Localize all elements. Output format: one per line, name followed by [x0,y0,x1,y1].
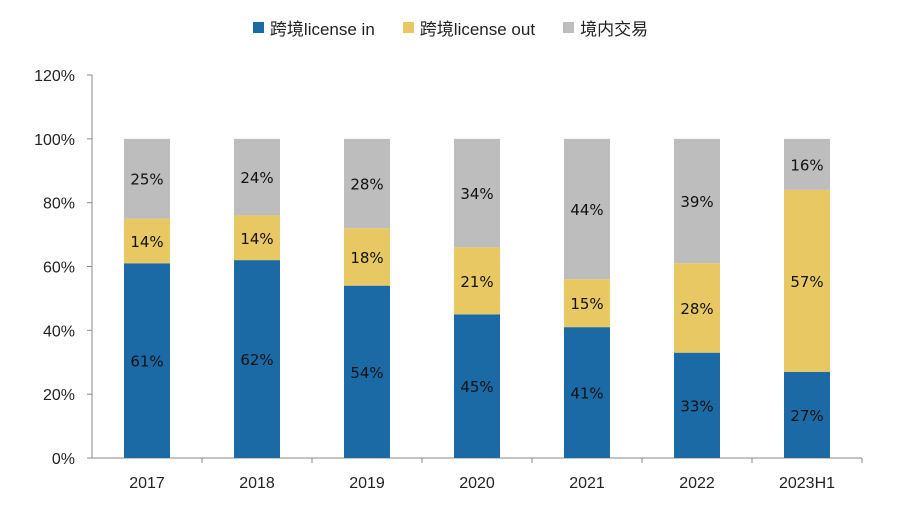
data-label: 18% [350,249,383,267]
data-label: 62% [240,351,273,369]
data-label: 27% [790,407,823,425]
data-label: 25% [130,171,163,189]
data-label: 41% [570,385,603,403]
data-label: 14% [240,230,273,248]
data-label: 57% [790,273,823,291]
data-label: 54% [350,364,383,382]
bar-segment [344,138,390,229]
legend-item-domestic: 境内交易 [563,15,648,40]
x-tick-label: 2017 [129,475,165,492]
legend-label-license-in: 跨境license in [269,20,375,39]
data-label: 44% [570,201,603,219]
data-label: 61% [130,353,163,371]
bar-segment [234,138,280,216]
data-label: 16% [790,156,823,174]
data-label: 34% [460,185,493,203]
y-tick-label: 80% [43,196,75,213]
y-tick-label: 120% [34,68,75,85]
bar-segment [674,138,720,264]
data-label: 33% [680,397,713,415]
legend-label-domestic: 境内交易 [580,20,649,39]
legend: 跨境license in 跨境license out 境内交易 [0,15,901,40]
bar-segment [674,263,720,353]
bar-segment [454,247,500,315]
bar-segment [564,279,610,328]
legend-label-license-out: 跨境license out [419,20,536,39]
bar-segment [124,218,170,264]
bar-segment [564,327,610,458]
bar-segment [124,263,170,458]
data-label: 39% [680,193,713,211]
bar-segment [344,228,390,286]
data-label: 28% [680,300,713,318]
data-label: 15% [570,295,603,313]
y-tick-label: 0% [52,451,75,468]
data-label: 45% [460,378,493,396]
x-tick-label: 2018 [239,475,275,492]
x-tick-label: 2019 [349,475,385,492]
y-tick-label: 100% [34,132,75,149]
bar-segment [784,138,830,190]
bar-segment [454,314,500,458]
data-label: 14% [130,233,163,251]
bar-segment [234,260,280,458]
y-tick-label: 60% [43,260,75,277]
bar-segment [124,138,170,219]
x-tick-label: 2021 [569,475,605,492]
bar-segment [454,138,500,248]
legend-swatch-license-in [252,22,264,33]
data-label: 21% [460,273,493,291]
legend-item-license-out: 跨境license out [402,15,536,40]
legend-item-license-in: 跨境license in [252,15,375,40]
bar-segment [784,189,830,372]
bar-segment [344,285,390,458]
bar-segment [674,352,720,458]
legend-swatch-license-out [402,22,414,33]
x-tick-label: 2020 [459,475,495,492]
y-tick-label: 20% [43,387,75,404]
bar-segment [234,215,280,261]
legend-swatch-domestic [563,22,575,33]
data-label: 28% [350,176,383,194]
data-label: 24% [240,169,273,187]
x-tick-label: 2022 [679,475,715,492]
x-tick-label: 2023H1 [779,475,835,492]
y-tick-label: 40% [43,323,75,340]
bar-segment [784,371,830,458]
bar-segment [564,138,610,280]
